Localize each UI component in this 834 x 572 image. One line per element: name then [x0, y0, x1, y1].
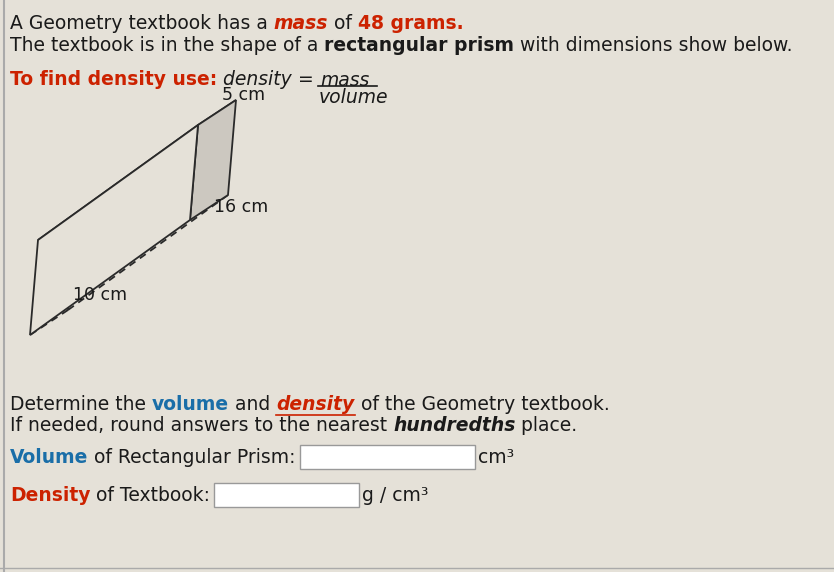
Text: 10 cm: 10 cm — [73, 285, 127, 304]
Text: of the Geometry textbook.: of the Geometry textbook. — [354, 395, 610, 414]
Polygon shape — [190, 100, 236, 220]
Text: Volume: Volume — [10, 448, 88, 467]
Text: volume: volume — [319, 88, 389, 107]
Text: If needed, round answers to the nearest: If needed, round answers to the nearest — [10, 416, 393, 435]
Text: mass: mass — [274, 14, 329, 33]
Text: Density: Density — [10, 486, 91, 505]
Text: 48 grams.: 48 grams. — [358, 14, 464, 33]
Text: of: of — [329, 14, 358, 33]
Polygon shape — [38, 100, 236, 240]
Text: place.: place. — [515, 416, 578, 435]
Text: hundredths: hundredths — [393, 416, 515, 435]
Polygon shape — [30, 125, 198, 335]
Text: mass: mass — [321, 71, 370, 90]
Text: with dimensions show below.: with dimensions show below. — [515, 36, 793, 55]
Text: and: and — [229, 395, 276, 414]
FancyBboxPatch shape — [214, 483, 359, 507]
Text: rectangular prism: rectangular prism — [324, 36, 515, 55]
Text: density: density — [276, 395, 354, 414]
Text: 5 cm: 5 cm — [222, 86, 265, 105]
Text: To find density use:: To find density use: — [10, 70, 217, 89]
FancyBboxPatch shape — [300, 445, 475, 469]
Text: g / cm³: g / cm³ — [363, 486, 429, 505]
Text: of Rectangular Prism:: of Rectangular Prism: — [88, 448, 296, 467]
Text: volume: volume — [152, 395, 229, 414]
Text: 16 cm: 16 cm — [214, 198, 269, 216]
Text: density: density — [217, 70, 292, 89]
Text: cm³: cm³ — [478, 448, 514, 467]
Text: Determine the: Determine the — [10, 395, 152, 414]
Text: A Geometry textbook has a: A Geometry textbook has a — [10, 14, 274, 33]
Text: of Textbook:: of Textbook: — [91, 486, 210, 505]
Text: =: = — [292, 70, 314, 89]
Text: The textbook is in the shape of a: The textbook is in the shape of a — [10, 36, 324, 55]
